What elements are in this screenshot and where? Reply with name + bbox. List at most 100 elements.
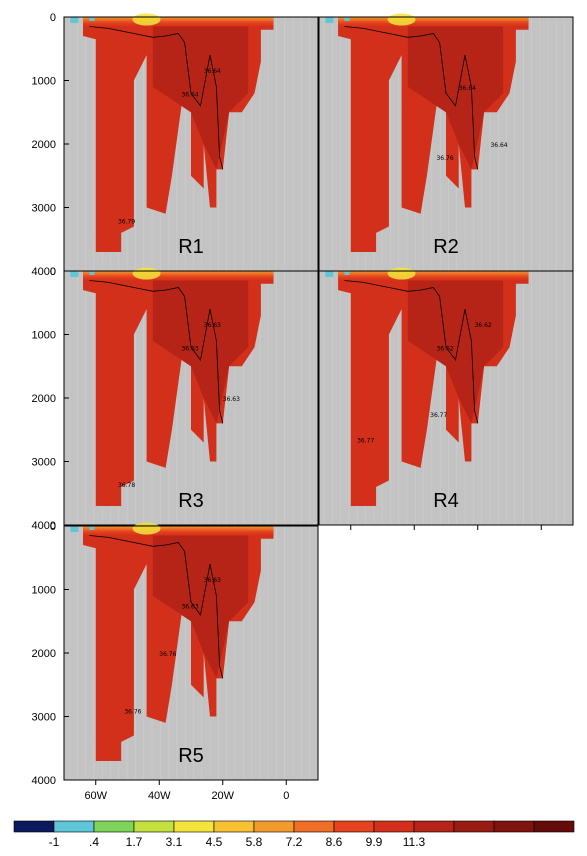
colorbar-swatch (133, 820, 175, 833)
contour-label: 36.64 (459, 85, 476, 92)
contour-label: 36.63 (181, 604, 198, 611)
panel-label: R4 (433, 490, 459, 512)
colorbar-swatch (173, 820, 215, 833)
colorbar-swatch (13, 820, 55, 833)
colorbar-swatch (453, 820, 495, 833)
panel-label: R3 (178, 490, 204, 512)
colorbar-label: 8.6 (326, 835, 343, 849)
colorbar-label: .4 (89, 835, 99, 849)
panel-r1: 36.64 36.64 36.79 R1 0 1000 2000 3000 4000 (32, 12, 319, 278)
panel-label: R5 (178, 745, 204, 767)
panel-frame (318, 270, 574, 526)
panel-label: R2 (433, 236, 459, 258)
y-tick-label: 0 (50, 266, 56, 278)
coastal-cell (89, 271, 95, 275)
contour-label: 36.64 (204, 68, 221, 75)
surface-hotspot (132, 13, 161, 26)
contour-line (344, 280, 479, 424)
warm-water-region (407, 278, 504, 424)
coastal-cell (89, 526, 95, 530)
contour-label: 36.76 (159, 651, 176, 658)
y-tick-label: 3000 (32, 203, 56, 215)
surface-hotspot (387, 13, 416, 26)
y-tick-label: 1000 (32, 585, 56, 597)
panel-r4: 36.62 36.62 36.77 36.77 R4 (318, 267, 574, 526)
contour-label: 36.77 (430, 412, 447, 419)
contour-label: 36.64 (181, 91, 198, 98)
colorbar-swatch (293, 820, 335, 833)
surface-layer (83, 17, 274, 27)
warm-water-region (152, 278, 249, 424)
colorbar-swatch (93, 820, 135, 833)
panel-label: R1 (178, 236, 204, 258)
surface-layer (338, 271, 529, 281)
coastal-cell (89, 17, 95, 21)
coastal-cell (344, 17, 350, 21)
contour-label: 36.64 (490, 142, 507, 149)
panel-r2: 36.64 36.76 36.64 R2 (318, 13, 574, 272)
warm-water-region (407, 24, 504, 170)
contour-line (344, 26, 479, 170)
colorbar-label: -1 (49, 835, 60, 849)
coastal-cell (70, 526, 79, 532)
x-tick-label: 60W (84, 790, 107, 802)
colorbar-swatch (493, 820, 535, 833)
coastal-cell (325, 17, 334, 23)
contour-line (89, 535, 224, 679)
panel-r5: 36.63 36.63 36.76 36.76 R5 0 1000 2000 3000 4000 (32, 521, 319, 787)
contour-label: 36.62 (436, 345, 453, 352)
colorbar-label: 11.3 (403, 835, 426, 849)
y-tick-label: 3000 (32, 712, 56, 724)
colorbar-swatch (333, 820, 375, 833)
colorbar-label: 3.1 (166, 835, 183, 849)
colorbar-swatch (253, 820, 295, 833)
y-tick-label: 1000 (32, 330, 56, 342)
surface-layer (83, 526, 274, 536)
y-tick-label: 3000 (32, 457, 56, 469)
contour-line (89, 280, 224, 424)
contour-label: 36.63 (204, 322, 221, 329)
contour-line (89, 26, 224, 170)
colorbar-swatch (213, 820, 255, 833)
y-tick-label: 1000 (32, 76, 56, 88)
warm-water-region (152, 24, 249, 170)
surface-layer (83, 271, 274, 281)
y-tick-label: 2000 (32, 648, 56, 660)
colorbar-swatch (533, 820, 575, 833)
colorbar-swatch (53, 820, 95, 833)
surface-hotspot (132, 267, 161, 280)
y-tick-label: 2000 (32, 393, 56, 405)
y-tick-label: 4000 (32, 775, 56, 787)
colorbar: -1 .4 1.7 3.1 4.5 5.8 7.2 8.6 9.9 11.3 (13, 820, 575, 849)
coastal-cell (70, 271, 79, 277)
coastal-cell (70, 17, 79, 23)
colorbar-swatch (413, 820, 455, 833)
contour-label: 36.63 (223, 396, 240, 403)
contour-label: 36.76 (124, 708, 141, 715)
x-tick-label: 0 (283, 790, 289, 802)
coastal-cell (325, 271, 334, 277)
y-tick-label: 2000 (32, 139, 56, 151)
colorbar-label: 9.9 (366, 835, 383, 849)
contour-label: 36.79 (118, 218, 135, 225)
colorbar-label: 1.7 (126, 835, 143, 849)
surface-layer (338, 17, 529, 27)
contour-label: 36.63 (204, 577, 221, 584)
y-tick-label: 4000 (32, 520, 56, 532)
x-tick-label: 20W (211, 790, 234, 802)
contour-label: 36.77 (357, 437, 374, 444)
contour-label: 36.76 (436, 155, 453, 162)
colorbar-label: 4.5 (206, 835, 223, 849)
contour-label: 36.62 (475, 322, 492, 329)
y-tick-label: 4000 (32, 266, 56, 278)
contour-label: 36.63 (181, 345, 198, 352)
coastal-cell (344, 271, 350, 275)
y-tick-label: 0 (50, 521, 56, 533)
x-tick-label: 40W (148, 790, 171, 802)
colorbar-label: 7.2 (286, 835, 303, 849)
colorbar-swatch (373, 820, 415, 833)
panel-r3: 36.63 36.63 36.63 36.78 R3 0 1000 2000 3000 4000 (32, 266, 319, 532)
colorbar-label: 5.8 (246, 835, 263, 849)
contour-label: 36.78 (118, 482, 135, 489)
